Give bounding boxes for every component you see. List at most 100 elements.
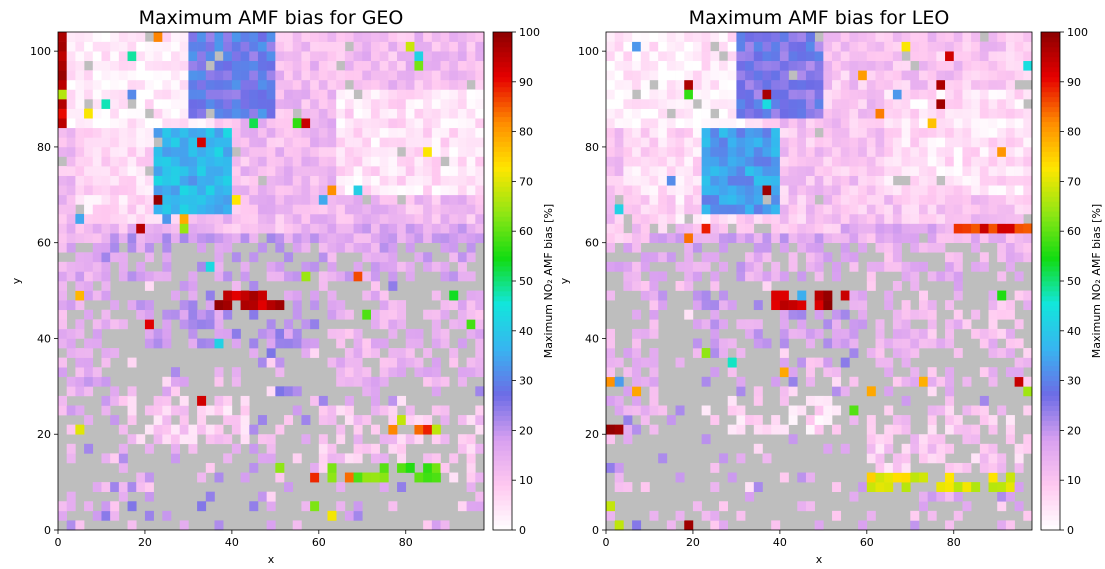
heatmap-cell bbox=[171, 60, 181, 71]
heatmap-cell bbox=[979, 338, 989, 349]
heatmap-cell bbox=[197, 501, 207, 512]
heatmap-cell bbox=[979, 261, 989, 272]
heatmap-cell bbox=[457, 194, 467, 205]
heatmap-cell bbox=[779, 328, 789, 339]
heatmap-cell bbox=[388, 501, 398, 512]
heatmap-cell bbox=[884, 41, 894, 52]
heatmap-cell bbox=[423, 415, 433, 425]
heatmap-cell bbox=[101, 51, 111, 62]
colorbar-segment bbox=[1041, 211, 1060, 217]
heatmap-cell bbox=[301, 213, 311, 224]
heatmap-cell bbox=[118, 89, 128, 100]
heatmap-cell bbox=[623, 271, 633, 282]
heatmap-cell bbox=[892, 309, 902, 320]
colorbar-segment bbox=[1041, 295, 1060, 302]
heatmap-cell bbox=[979, 79, 989, 90]
heatmap-cell bbox=[84, 233, 94, 243]
heatmap-cell bbox=[153, 424, 163, 435]
heatmap-cell bbox=[936, 41, 946, 52]
heatmap-cell bbox=[788, 300, 798, 311]
heatmap-cell bbox=[144, 137, 154, 148]
heatmap-cell bbox=[431, 213, 441, 224]
colorbar-segment bbox=[1041, 81, 1060, 88]
heatmap-cell bbox=[762, 108, 772, 119]
heatmap-cell bbox=[188, 175, 198, 186]
heatmap-cell bbox=[927, 271, 937, 282]
colorbar-segment bbox=[1041, 355, 1060, 362]
heatmap-cell bbox=[805, 223, 815, 234]
heatmap-cell bbox=[979, 41, 989, 52]
heatmap-cell bbox=[344, 367, 354, 378]
heatmap-cell bbox=[979, 367, 989, 378]
heatmap-cell bbox=[779, 79, 789, 90]
heatmap-cell bbox=[1014, 443, 1024, 454]
heatmap-cell bbox=[136, 223, 146, 234]
heatmap-cell bbox=[936, 60, 946, 71]
heatmap-cell bbox=[762, 79, 772, 90]
heatmap-cell bbox=[449, 51, 459, 62]
heatmap-cell bbox=[171, 233, 181, 243]
heatmap-cell bbox=[414, 146, 424, 157]
heatmap-cell bbox=[379, 175, 389, 186]
heatmap-cell bbox=[292, 156, 302, 167]
heatmap-cell bbox=[370, 443, 380, 454]
heatmap-cell bbox=[797, 213, 807, 224]
heatmap-cell bbox=[832, 233, 842, 243]
heatmap-cell bbox=[344, 60, 354, 71]
heatmap-cell bbox=[910, 175, 920, 186]
heatmap-cell bbox=[1023, 300, 1033, 311]
heatmap-cell bbox=[840, 386, 850, 397]
heatmap-cell bbox=[658, 271, 668, 282]
colorbar-segment bbox=[493, 231, 512, 237]
heatmap-cell bbox=[423, 472, 433, 483]
heatmap-cell bbox=[875, 472, 885, 483]
heatmap-cell bbox=[449, 319, 459, 330]
heatmap-cell bbox=[144, 443, 154, 454]
heatmap-cell bbox=[918, 70, 928, 81]
heatmap-cell bbox=[318, 233, 328, 243]
heatmap-cell bbox=[823, 60, 833, 71]
heatmap-cell bbox=[423, 462, 433, 473]
heatmap-cell bbox=[779, 127, 789, 138]
heatmap-cell bbox=[318, 405, 328, 416]
heatmap-cell bbox=[370, 185, 380, 196]
heatmap-cell bbox=[153, 79, 163, 90]
heatmap-cell bbox=[101, 166, 111, 176]
heatmap-cell bbox=[892, 453, 902, 464]
heatmap-cell bbox=[266, 32, 276, 42]
heatmap-cell bbox=[388, 281, 398, 291]
colorbar-segment bbox=[1041, 256, 1060, 262]
heatmap-cell bbox=[110, 501, 120, 512]
heatmap-cell bbox=[475, 89, 485, 100]
heatmap-cell bbox=[118, 118, 128, 129]
heatmap-cell bbox=[127, 233, 137, 243]
heatmap-cell bbox=[240, 89, 250, 100]
heatmap-cell bbox=[719, 194, 729, 205]
heatmap-cell bbox=[640, 118, 650, 129]
heatmap-cell bbox=[266, 386, 276, 397]
heatmap-cell bbox=[75, 271, 85, 282]
heatmap-cell bbox=[440, 194, 450, 205]
heatmap-cell bbox=[779, 357, 789, 368]
heatmap-cell bbox=[823, 338, 833, 349]
heatmap-cell bbox=[344, 510, 354, 521]
heatmap-cell bbox=[692, 70, 702, 81]
heatmap-cell bbox=[823, 51, 833, 62]
heatmap-cell bbox=[370, 51, 380, 62]
heatmap-cell bbox=[197, 156, 207, 167]
heatmap-cell bbox=[710, 510, 720, 521]
heatmap-cell bbox=[457, 213, 467, 224]
heatmap-cell bbox=[1005, 60, 1015, 71]
heatmap-cell bbox=[945, 328, 955, 339]
heatmap-cell bbox=[936, 146, 946, 157]
heatmap-cell bbox=[623, 70, 633, 81]
heatmap-cell bbox=[953, 146, 963, 157]
heatmap-cell bbox=[971, 233, 981, 243]
heatmap-cell bbox=[397, 367, 407, 378]
heatmap-cell bbox=[658, 453, 668, 464]
heatmap-cell bbox=[118, 213, 128, 224]
heatmap-cell bbox=[727, 99, 737, 109]
x-tick-label: 40 bbox=[225, 536, 239, 549]
heatmap-cell bbox=[797, 156, 807, 167]
heatmap-cell bbox=[840, 89, 850, 100]
